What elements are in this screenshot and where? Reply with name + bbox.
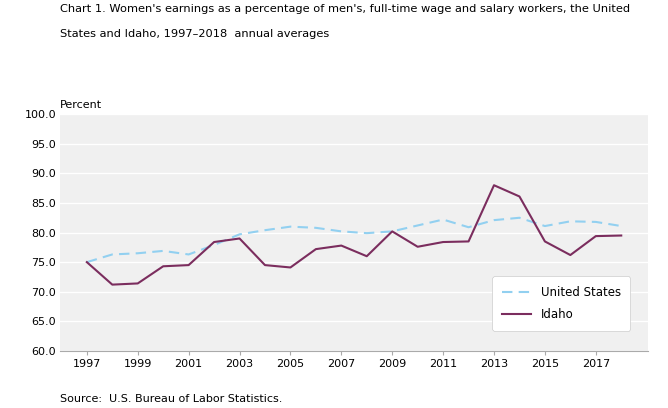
Idaho [592, 234, 600, 239]
Idaho [464, 239, 472, 244]
Idaho [439, 239, 447, 244]
United States [464, 225, 472, 230]
United States [210, 242, 218, 247]
United States [541, 224, 549, 228]
United States [337, 229, 345, 234]
Idaho [541, 239, 549, 244]
United States [83, 259, 91, 264]
Idaho [617, 233, 625, 238]
Idaho [312, 247, 320, 252]
United States [439, 217, 447, 222]
United States [159, 248, 167, 253]
Idaho [184, 263, 192, 268]
United States [236, 232, 244, 237]
United States [363, 231, 371, 235]
United States [617, 224, 625, 228]
United States [108, 252, 116, 257]
United States [566, 219, 574, 224]
Idaho [388, 229, 396, 234]
Idaho [159, 264, 167, 269]
United States [490, 218, 498, 223]
Idaho [108, 282, 116, 287]
United States [134, 251, 142, 256]
Idaho [337, 243, 345, 248]
United States [592, 220, 600, 224]
Idaho [134, 281, 142, 286]
Text: States and Idaho, 1997–2018  annual averages: States and Idaho, 1997–2018 annual avera… [60, 29, 329, 39]
Idaho [236, 236, 244, 241]
Idaho [287, 265, 295, 270]
Line: Idaho: Idaho [87, 185, 621, 285]
United States [287, 224, 295, 229]
Idaho [83, 259, 91, 264]
Idaho [413, 244, 422, 249]
Idaho [363, 254, 371, 259]
Text: Percent: Percent [60, 100, 102, 110]
Idaho [261, 263, 269, 268]
United States [516, 215, 524, 220]
Idaho [210, 239, 218, 244]
Idaho [566, 253, 574, 257]
United States [388, 229, 396, 234]
Line: United States: United States [87, 218, 621, 262]
Idaho [516, 194, 524, 199]
Text: Source:  U.S. Bureau of Labor Statistics.: Source: U.S. Bureau of Labor Statistics. [60, 394, 283, 404]
United States [184, 252, 192, 257]
Legend: United States, Idaho: United States, Idaho [492, 277, 631, 331]
Idaho [490, 183, 498, 188]
United States [312, 225, 320, 230]
United States [261, 228, 269, 233]
United States [413, 223, 422, 228]
Text: Chart 1. Women's earnings as a percentage of men's, full-time wage and salary wo: Chart 1. Women's earnings as a percentag… [60, 4, 630, 14]
